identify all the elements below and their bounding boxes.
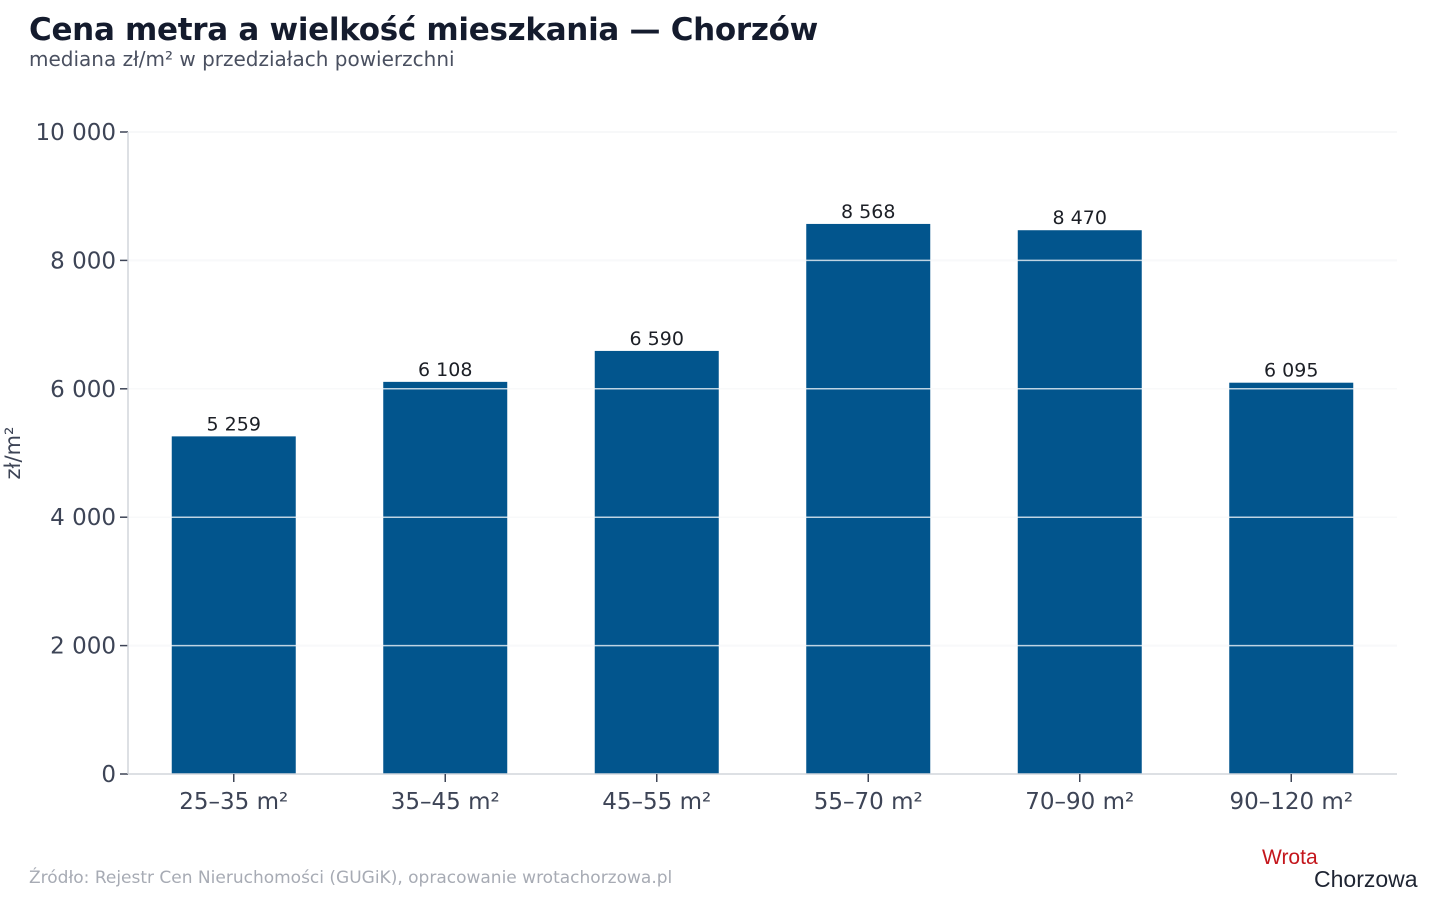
bar-value-labels: 5 259 6 108 6 590 8 568 8 470 6 095 xyxy=(207,201,1319,435)
logo-top-text: Wrota xyxy=(1262,846,1318,869)
x-tick-label: 55–70 m² xyxy=(814,789,923,815)
bar xyxy=(171,436,296,774)
x-tick-label: 35–45 m² xyxy=(391,789,500,815)
y-tick-label: 0 xyxy=(101,762,116,788)
gridlines-over-bars xyxy=(128,131,1397,647)
x-tick-label: 45–55 m² xyxy=(602,789,711,815)
bars xyxy=(171,223,1354,775)
bar-value-label: 6 590 xyxy=(630,328,684,350)
bar-value-label: 8 470 xyxy=(1053,207,1107,229)
y-tick-label: 10 000 xyxy=(36,120,116,146)
bar xyxy=(1229,382,1354,774)
bar xyxy=(383,381,508,774)
bar xyxy=(1017,230,1142,774)
y-tick-label: 4 000 xyxy=(50,505,116,531)
chart-subtitle: mediana zł/m² w przedziałach powierzchni xyxy=(29,47,455,71)
logo-bottom-text: Chorzowa xyxy=(1314,866,1418,892)
y-tick-label: 8 000 xyxy=(50,248,116,274)
bar-value-label: 6 108 xyxy=(418,359,472,381)
bar-value-label: 6 095 xyxy=(1264,360,1318,382)
chart-title: Cena metra a wielkość mieszkania — Chorz… xyxy=(29,12,818,48)
bar xyxy=(806,223,931,775)
source-note: Źródło: Rejestr Cen Nieruchomości (GUGiK… xyxy=(29,868,673,888)
bar-value-label: 5 259 xyxy=(207,413,261,435)
y-tick-label: 6 000 xyxy=(50,377,116,403)
x-tick-label: 25–35 m² xyxy=(179,789,288,815)
axes: 0 2 000 4 000 6 000 8 000 10 000 25–35 m² 35–45… xyxy=(36,120,1397,815)
y-tick-label: 2 000 xyxy=(50,634,116,660)
x-tick-label: 70–90 m² xyxy=(1025,789,1134,815)
y-axis-title: zł/m² xyxy=(1,427,25,480)
brand-logo: Wrota Chorzowa xyxy=(1262,846,1418,892)
x-tick-label: 90–120 m² xyxy=(1229,789,1353,815)
bar xyxy=(594,350,719,774)
bar-value-label: 8 568 xyxy=(841,201,895,223)
